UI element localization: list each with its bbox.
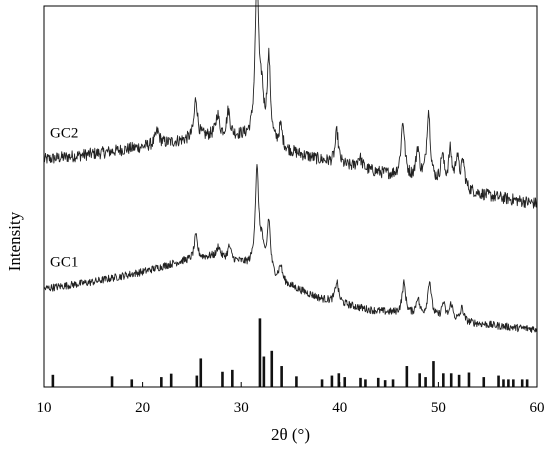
x-axis-ticks: 10 20 30 40 50 60 [37, 382, 545, 416]
reference-pattern [51, 318, 529, 387]
series-line-gc1 [43, 164, 538, 333]
x-tick-label: 50 [431, 400, 446, 416]
series-gc2 [43, 0, 538, 209]
x-tick-label: 10 [37, 400, 52, 416]
series-line-gc2 [43, 0, 538, 209]
series-label-gc1: GC1 [50, 255, 78, 271]
series-gc1 [43, 164, 538, 333]
x-axis-title: 2θ (°) [271, 425, 310, 444]
plot-frame [43, 5, 538, 388]
series-label-gc2: GC2 [50, 126, 78, 142]
plot-area [43, 0, 538, 387]
x-tick-label: 30 [234, 400, 249, 416]
x-tick-label: 20 [135, 400, 150, 416]
series-labels: GC2 GC1 [50, 126, 78, 271]
y-axis-title: Intensity [5, 211, 24, 271]
x-tick-label: 40 [332, 400, 347, 416]
x-tick-label: 60 [530, 400, 545, 416]
